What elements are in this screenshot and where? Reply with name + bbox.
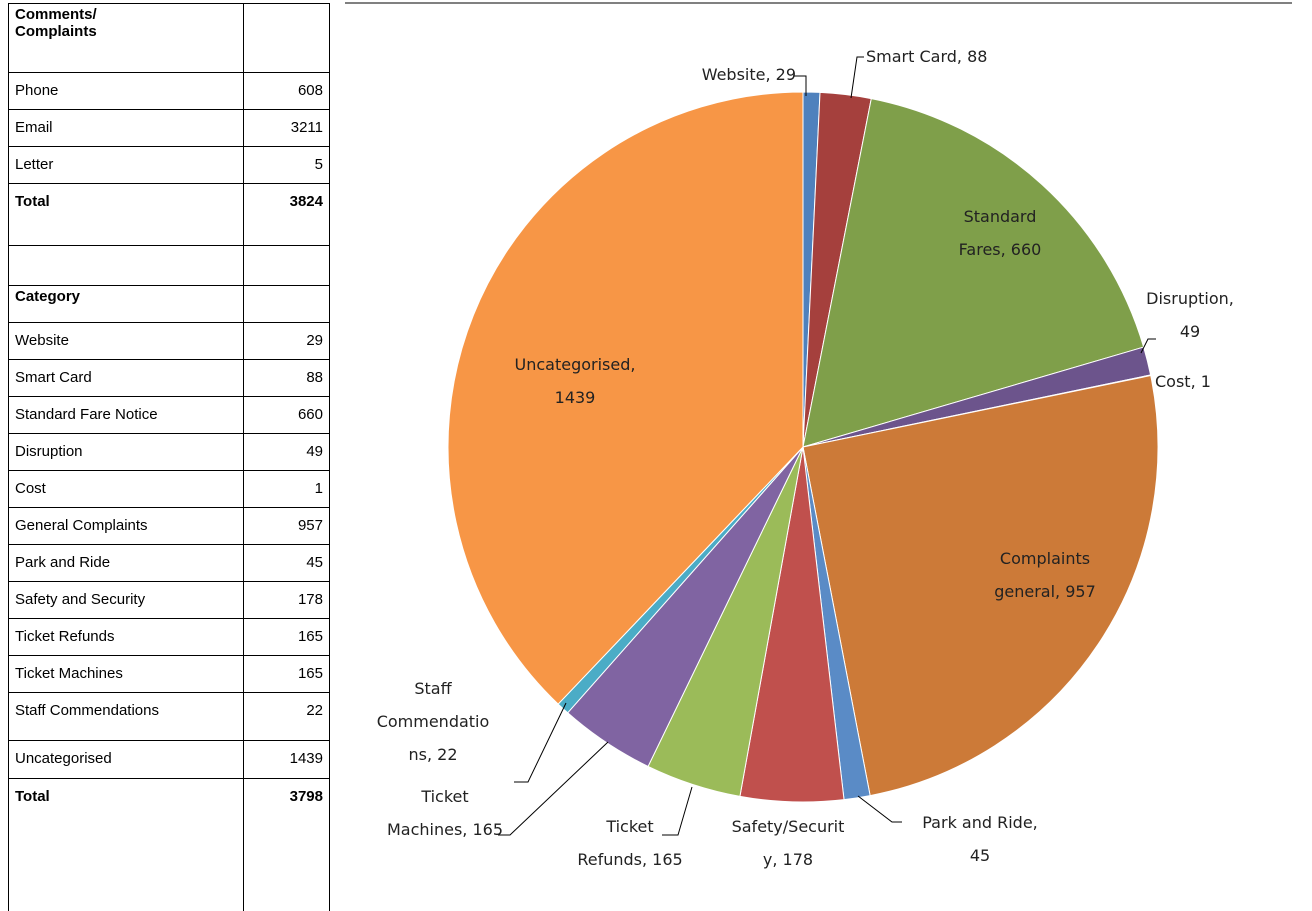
table-row: Total 3824 [8,183,330,246]
leader-lines [498,56,1156,836]
table-cell: Ticket Machines [8,655,244,693]
table-cell: 29 [243,322,330,360]
table-cell: Total [8,778,244,911]
data-label: Uncategorised, 1439 [514,355,636,407]
table-cell: 5 [243,146,330,184]
table-cell: General Complaints [8,507,244,545]
data-label: Standard Fares, 660 [958,207,1042,259]
table-cell: Cost [8,470,244,508]
table-cell: Park and Ride [8,544,244,582]
table-row: Website 29 [8,322,330,360]
table-row: Disruption 49 [8,433,330,471]
table-row: Standard Fare Notice 660 [8,396,330,434]
table-row: Safety and Security 178 [8,581,330,619]
table-cell: Uncategorised [8,740,244,779]
table-cell: 88 [243,359,330,397]
data-label: Disruption, 49 [1146,289,1234,341]
table-cell: 49 [243,433,330,471]
table-row: Smart Card 88 [8,359,330,397]
pie-slice [802,98,1145,448]
table-cell: Standard Fare Notice [8,396,244,434]
table-row: Comments/ Complaints [8,3,330,73]
data-label: Cost, 1 [1155,372,1211,391]
data-label: Ticket Machines, 165 [386,787,504,839]
data-label: Complaints general, 957 [994,549,1096,601]
table-cell: 957 [243,507,330,545]
table-row: Letter 5 [8,146,330,184]
table-row: Uncategorised 1439 [8,740,330,779]
table-cell: Comments/ Complaints [8,3,244,73]
table-cell: Smart Card [8,359,244,397]
table-row: Park and Ride 45 [8,544,330,582]
table-cell: 3798 [243,778,330,911]
table-row: Staff Commendations 22 [8,692,330,741]
table-cell: Letter [8,146,244,184]
data-label: Website, 29 [701,65,796,84]
table-row: Total 3798 [8,778,330,911]
table-cell [243,3,330,73]
table-cell: Website [8,322,244,360]
table-cell: 165 [243,655,330,693]
table-cell: 3211 [243,109,330,147]
data-label: Ticket Refunds, 165 [577,817,683,869]
table-row: Ticket Refunds 165 [8,618,330,656]
data-label: Park and Ride, 45 [922,813,1038,865]
table-cell: Safety and Security [8,581,244,619]
data-table: Comments/ Complaints Phone 608 Email 3211 Let… [8,3,330,911]
table-cell: 165 [243,618,330,656]
table-cell: Ticket Refunds [8,618,244,656]
table-cell [243,245,330,286]
table-cell: 178 [243,581,330,619]
table-cell: 608 [243,72,330,110]
table-cell: 3824 [243,183,330,246]
table-cell: 1439 [243,740,330,779]
data-label: Smart Card, 88 [866,47,988,66]
table-row: General Complaints 957 [8,507,330,545]
pie-slice [447,91,804,705]
data-label: Staff Commendatio ns, 22 [376,679,490,764]
data-label: Safety/Securit y, 178 [731,817,845,869]
table-row: Email 3211 [8,109,330,147]
table-cell: 22 [243,692,330,741]
table-row: Ticket Machines 165 [8,655,330,693]
table-cell [243,285,330,323]
table-cell: Disruption [8,433,244,471]
table-cell: 45 [243,544,330,582]
pie-slice [802,374,1159,797]
